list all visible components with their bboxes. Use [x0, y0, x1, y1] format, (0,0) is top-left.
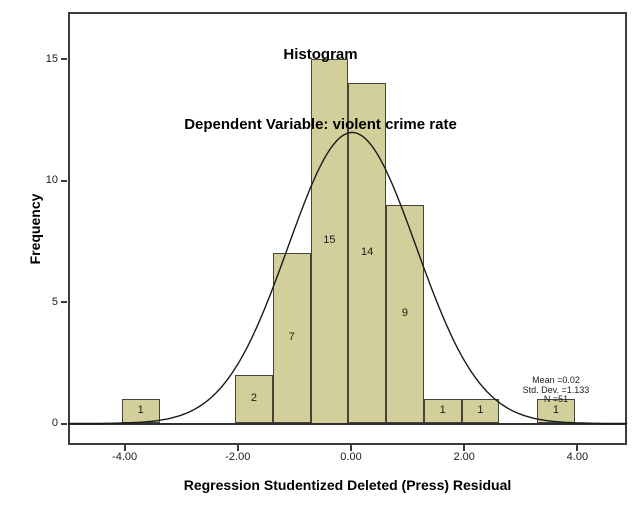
stat-mean: Mean =0.02: [532, 375, 580, 385]
chart-subtitle: Dependent Variable: violent crime rate: [184, 116, 457, 133]
chart-title: Histogram: [283, 46, 358, 63]
x-axis-title: Regression Studentized Deleted (Press) R…: [183, 477, 512, 493]
y-axis-title: Frequency: [27, 193, 43, 265]
stat-std-dev: Std. Dev. =1.133: [522, 384, 590, 395]
stats-annotation: Mean =0.02 Std. Dev. =1.133 N =51: [500, 375, 612, 405]
stat-n: N =51: [543, 394, 569, 404]
zero-baseline: [68, 422, 627, 425]
normal-curve-path: [68, 131, 628, 425]
